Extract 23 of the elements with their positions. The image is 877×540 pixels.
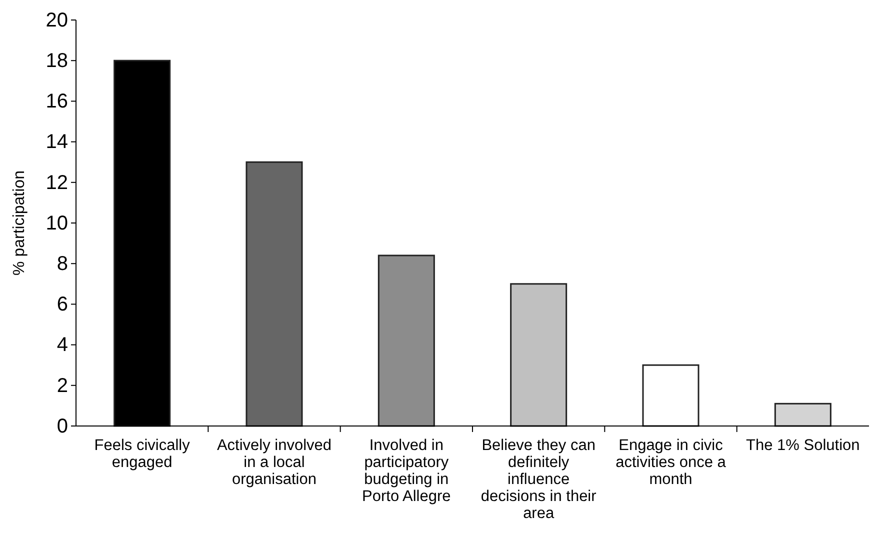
x-tick-label: Actively involved in a local organisation	[216, 437, 332, 488]
bar	[378, 254, 435, 427]
y-tick-label: 12	[46, 172, 68, 194]
y-tick-label: 0	[56, 415, 68, 438]
x-tick-label: Believe they can definitely influence decisions in their area	[480, 437, 596, 522]
bar	[642, 364, 700, 427]
x-tick-label: Involved in participatory budgeting in Porto Allegre	[362, 437, 451, 506]
y-tick-label: 18	[46, 50, 68, 72]
y-axis-title: % participation	[11, 170, 28, 276]
y-tick-label: 6	[56, 294, 68, 316]
y-tick-label: 10	[46, 212, 68, 234]
y-tick-label: 8	[56, 253, 68, 275]
y-tick-label: 4	[56, 334, 68, 356]
y-tick-label: 20	[46, 9, 68, 32]
y-tick-label: 14	[46, 131, 68, 154]
bar	[510, 283, 568, 427]
x-tick-label: The 1% Solution	[746, 437, 860, 454]
y-tick-label: 16	[46, 90, 68, 113]
x-tick-label: Engage in civic activities once a month	[616, 437, 726, 488]
x-tick-label: Feels civically engaged	[94, 437, 190, 472]
bar	[246, 161, 303, 427]
bar	[774, 402, 832, 427]
y-tick-label: 2	[56, 374, 68, 397]
